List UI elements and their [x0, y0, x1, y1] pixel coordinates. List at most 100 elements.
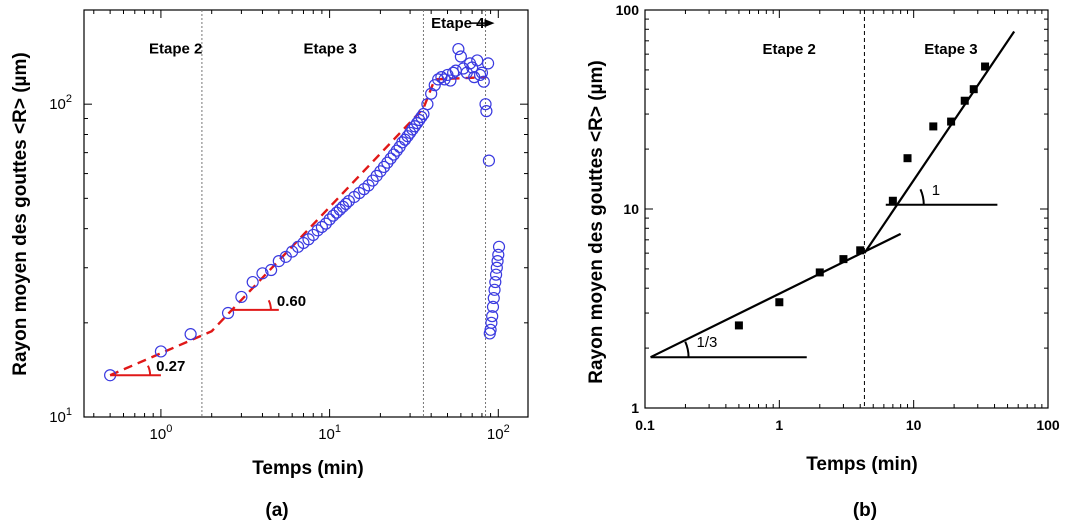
data-point: [477, 75, 490, 88]
data-point: [357, 183, 371, 196]
x-tick-label: 101: [318, 423, 341, 443]
data-point: [339, 197, 353, 210]
data-point: [485, 316, 498, 329]
x-tick-label: 1: [775, 417, 783, 433]
data-point: [960, 96, 969, 105]
arrow-head: [484, 19, 495, 28]
data-point: [775, 298, 784, 307]
data-point: [415, 110, 428, 124]
y-tick-label: 100: [616, 2, 640, 18]
data-point: [390, 144, 403, 157]
data-point: [481, 57, 495, 70]
data-point: [327, 209, 340, 222]
data-point: [486, 300, 500, 313]
x-tick-label: 100: [1036, 417, 1060, 433]
data-point: [488, 283, 501, 296]
data-point: [492, 240, 506, 253]
data-point: [969, 85, 978, 94]
y-axis-label-b: Rayon moyen des gouttes <R> (µm): [586, 60, 607, 383]
data-point: [381, 156, 394, 169]
data-point: [487, 291, 500, 305]
data-point: [272, 255, 285, 268]
data-point: [475, 66, 489, 79]
data-point: [489, 268, 503, 281]
data-point: [815, 268, 824, 277]
data-point: [479, 98, 492, 111]
y-tick-label: 102: [49, 93, 72, 113]
data-point: [330, 206, 343, 219]
annotations-a: Etape 2 Etape 3 Etape 4 0.27 0.60: [110, 15, 495, 377]
data-point: [333, 203, 346, 216]
data-point: [447, 66, 460, 79]
data-point: [981, 62, 990, 71]
data-point: [154, 345, 168, 358]
stage-label: Etape 4: [431, 15, 485, 32]
data-point: [235, 290, 248, 304]
data-point: [492, 248, 505, 261]
data-point: [435, 71, 448, 84]
data-point: [256, 267, 269, 280]
x-tick-label: 102: [487, 423, 510, 443]
data-point: [480, 105, 493, 118]
x-axis-label-b: Temps (min): [806, 454, 918, 475]
data-point: [410, 116, 424, 130]
data-point: [221, 306, 235, 320]
data-point: [311, 224, 324, 237]
fit-line: [863, 30, 1016, 254]
data-point: [302, 233, 315, 246]
x-tick-label: 0.1: [635, 417, 655, 433]
data-points-a: [104, 42, 506, 382]
data-point: [421, 98, 434, 111]
panel-label-b: (b): [853, 500, 877, 521]
x-tick-label: 100: [150, 423, 173, 443]
fit-lines-b: [650, 30, 1016, 359]
data-point: [406, 123, 419, 136]
axis-ticks-a: 100 101 102 101 102: [49, 9, 528, 443]
y-tick-label: 10: [623, 201, 639, 217]
data-point: [184, 328, 197, 341]
slope-arc: [147, 365, 152, 376]
data-point: [888, 196, 897, 205]
data-points-b: [734, 62, 990, 330]
data-point: [856, 246, 865, 255]
data-point: [929, 122, 938, 131]
data-point: [403, 126, 417, 139]
data-point: [452, 42, 465, 56]
fit-lines-a: [109, 75, 487, 377]
data-point: [482, 154, 496, 167]
data-point: [484, 323, 497, 336]
data-point: [491, 255, 504, 268]
data-point: [903, 154, 912, 163]
data-point: [839, 255, 848, 264]
data-point: [323, 213, 336, 226]
stage-label: Etape 2: [149, 41, 202, 58]
fit-line: [650, 232, 902, 359]
data-point: [449, 64, 462, 77]
y-tick-label: 101: [49, 406, 72, 426]
y-tick-label: 1: [631, 400, 639, 416]
y-axis-label-a: Rayon moyen des gouttes <R> (µm): [10, 52, 31, 375]
data-point: [384, 152, 397, 165]
data-point: [425, 87, 438, 100]
annotations-b: Etape 2 Etape 3 1/3 1: [650, 41, 998, 359]
fit-line: [109, 75, 487, 377]
slope-arc: [684, 341, 690, 358]
data-point: [408, 120, 421, 133]
data-point: [366, 174, 379, 187]
data-point: [486, 310, 499, 323]
stage-label: Etape 2: [763, 41, 816, 58]
data-point: [370, 169, 383, 182]
data-point: [374, 165, 387, 178]
x-axis-label-a: Temps (min): [252, 458, 364, 479]
data-point: [265, 263, 278, 277]
chart-panel-a: 100 101 102 101 102 Etape 2 Etape 3 Etape 4 0.2…: [10, 9, 529, 521]
slope-arc: [919, 188, 925, 205]
data-point: [489, 275, 502, 289]
data-point: [734, 321, 743, 330]
data-point: [377, 160, 391, 174]
data-point: [490, 261, 503, 274]
panel-label-a: (a): [265, 500, 288, 521]
